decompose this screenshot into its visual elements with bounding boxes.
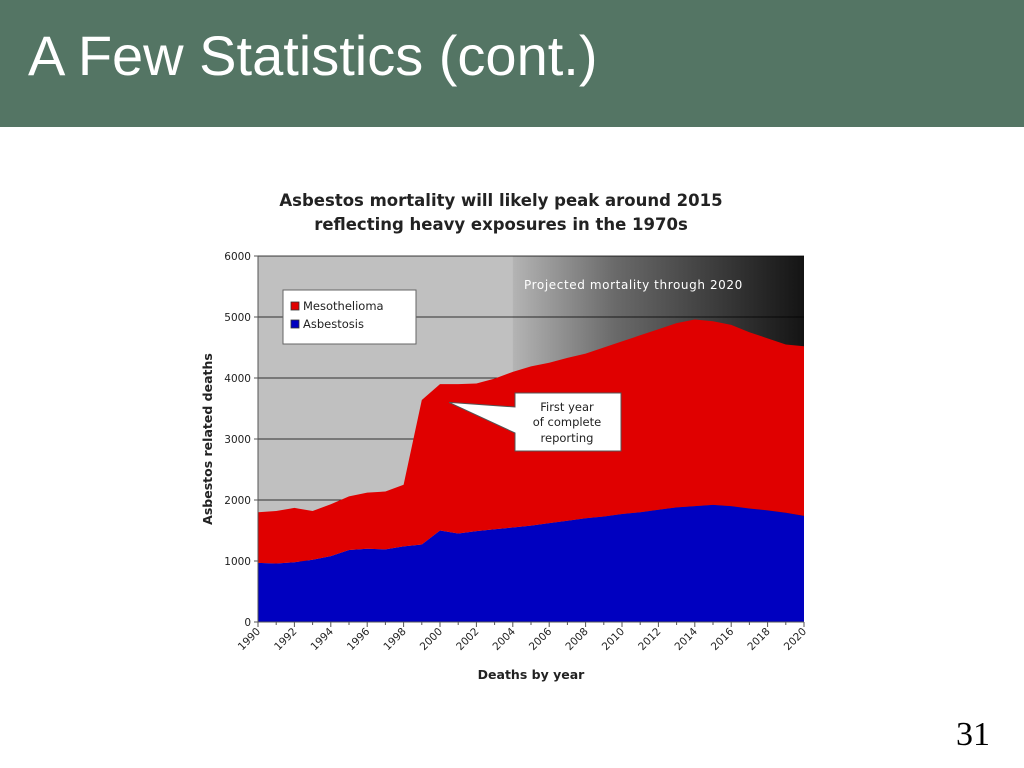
callout-line-1: First year (540, 400, 594, 414)
projection-label: Projected mortality through 2020 (524, 278, 743, 292)
chart-title-line-1: Asbestos mortality will likely peak arou… (279, 191, 722, 210)
x-axis-label: Deaths by year (478, 667, 585, 682)
x-tick-label-1998: 1998 (381, 626, 408, 653)
x-tick-label-1992: 1992 (272, 626, 299, 653)
y-tick-label-6000: 6000 (224, 251, 251, 263)
legend: Mesothelioma Asbestosis (282, 289, 417, 345)
y-tick-label-0: 0 (244, 617, 251, 629)
slide-header (0, 0, 1024, 127)
x-tick-label-2020: 2020 (782, 626, 809, 653)
x-tick-label-2014: 2014 (673, 625, 701, 653)
y-tick-label-3000: 3000 (224, 434, 251, 446)
x-tick-label-2008: 2008 (563, 626, 590, 653)
x-tick-label-2010: 2010 (600, 626, 627, 653)
y-tick-label-2000: 2000 (224, 495, 251, 507)
y-tick-label-4000: 4000 (224, 373, 251, 385)
callout-line-2: of complete (533, 415, 601, 429)
legend-swatch-asbestosis (290, 319, 300, 329)
x-tick-label-2006: 2006 (527, 625, 555, 653)
chart-title-line-2: reflecting heavy exposures in the 1970s (314, 215, 688, 234)
x-tick-label-2002: 2002 (454, 626, 481, 653)
legend-swatch-mesothelioma (290, 301, 300, 311)
area-asbestosis (258, 504, 804, 622)
x-tick-label-1994: 1994 (309, 625, 337, 653)
legend-label-asbestosis: Asbestosis (303, 317, 364, 331)
callout-shape (448, 392, 622, 452)
page-number: 31 (956, 716, 990, 753)
x-tick-label-2000: 2000 (418, 626, 445, 653)
callout-line-3: reporting (541, 431, 594, 445)
x-tick-label-1990: 1990 (236, 626, 263, 653)
legend-label-mesothelioma: Mesothelioma (303, 299, 384, 313)
legend-box (282, 289, 417, 345)
y-tick-label-1000: 1000 (224, 556, 251, 568)
slide-title: A Few Statistics (cont.) (28, 24, 598, 87)
x-tick-label-1996: 1996 (345, 625, 373, 653)
x-tick-label-2004: 2004 (491, 625, 519, 653)
asbestos-mortality-chart: Asbestos mortality will likely peak arou… (200, 191, 809, 682)
x-tick-label-2012: 2012 (636, 626, 663, 653)
y-axis-label: Asbestos related deaths (200, 353, 215, 525)
annotation-callout: First year of complete reporting (448, 392, 622, 452)
x-tick-label-2016: 2016 (709, 625, 737, 653)
x-tick-label-2018: 2018 (745, 626, 772, 653)
y-tick-label-5000: 5000 (224, 312, 251, 324)
